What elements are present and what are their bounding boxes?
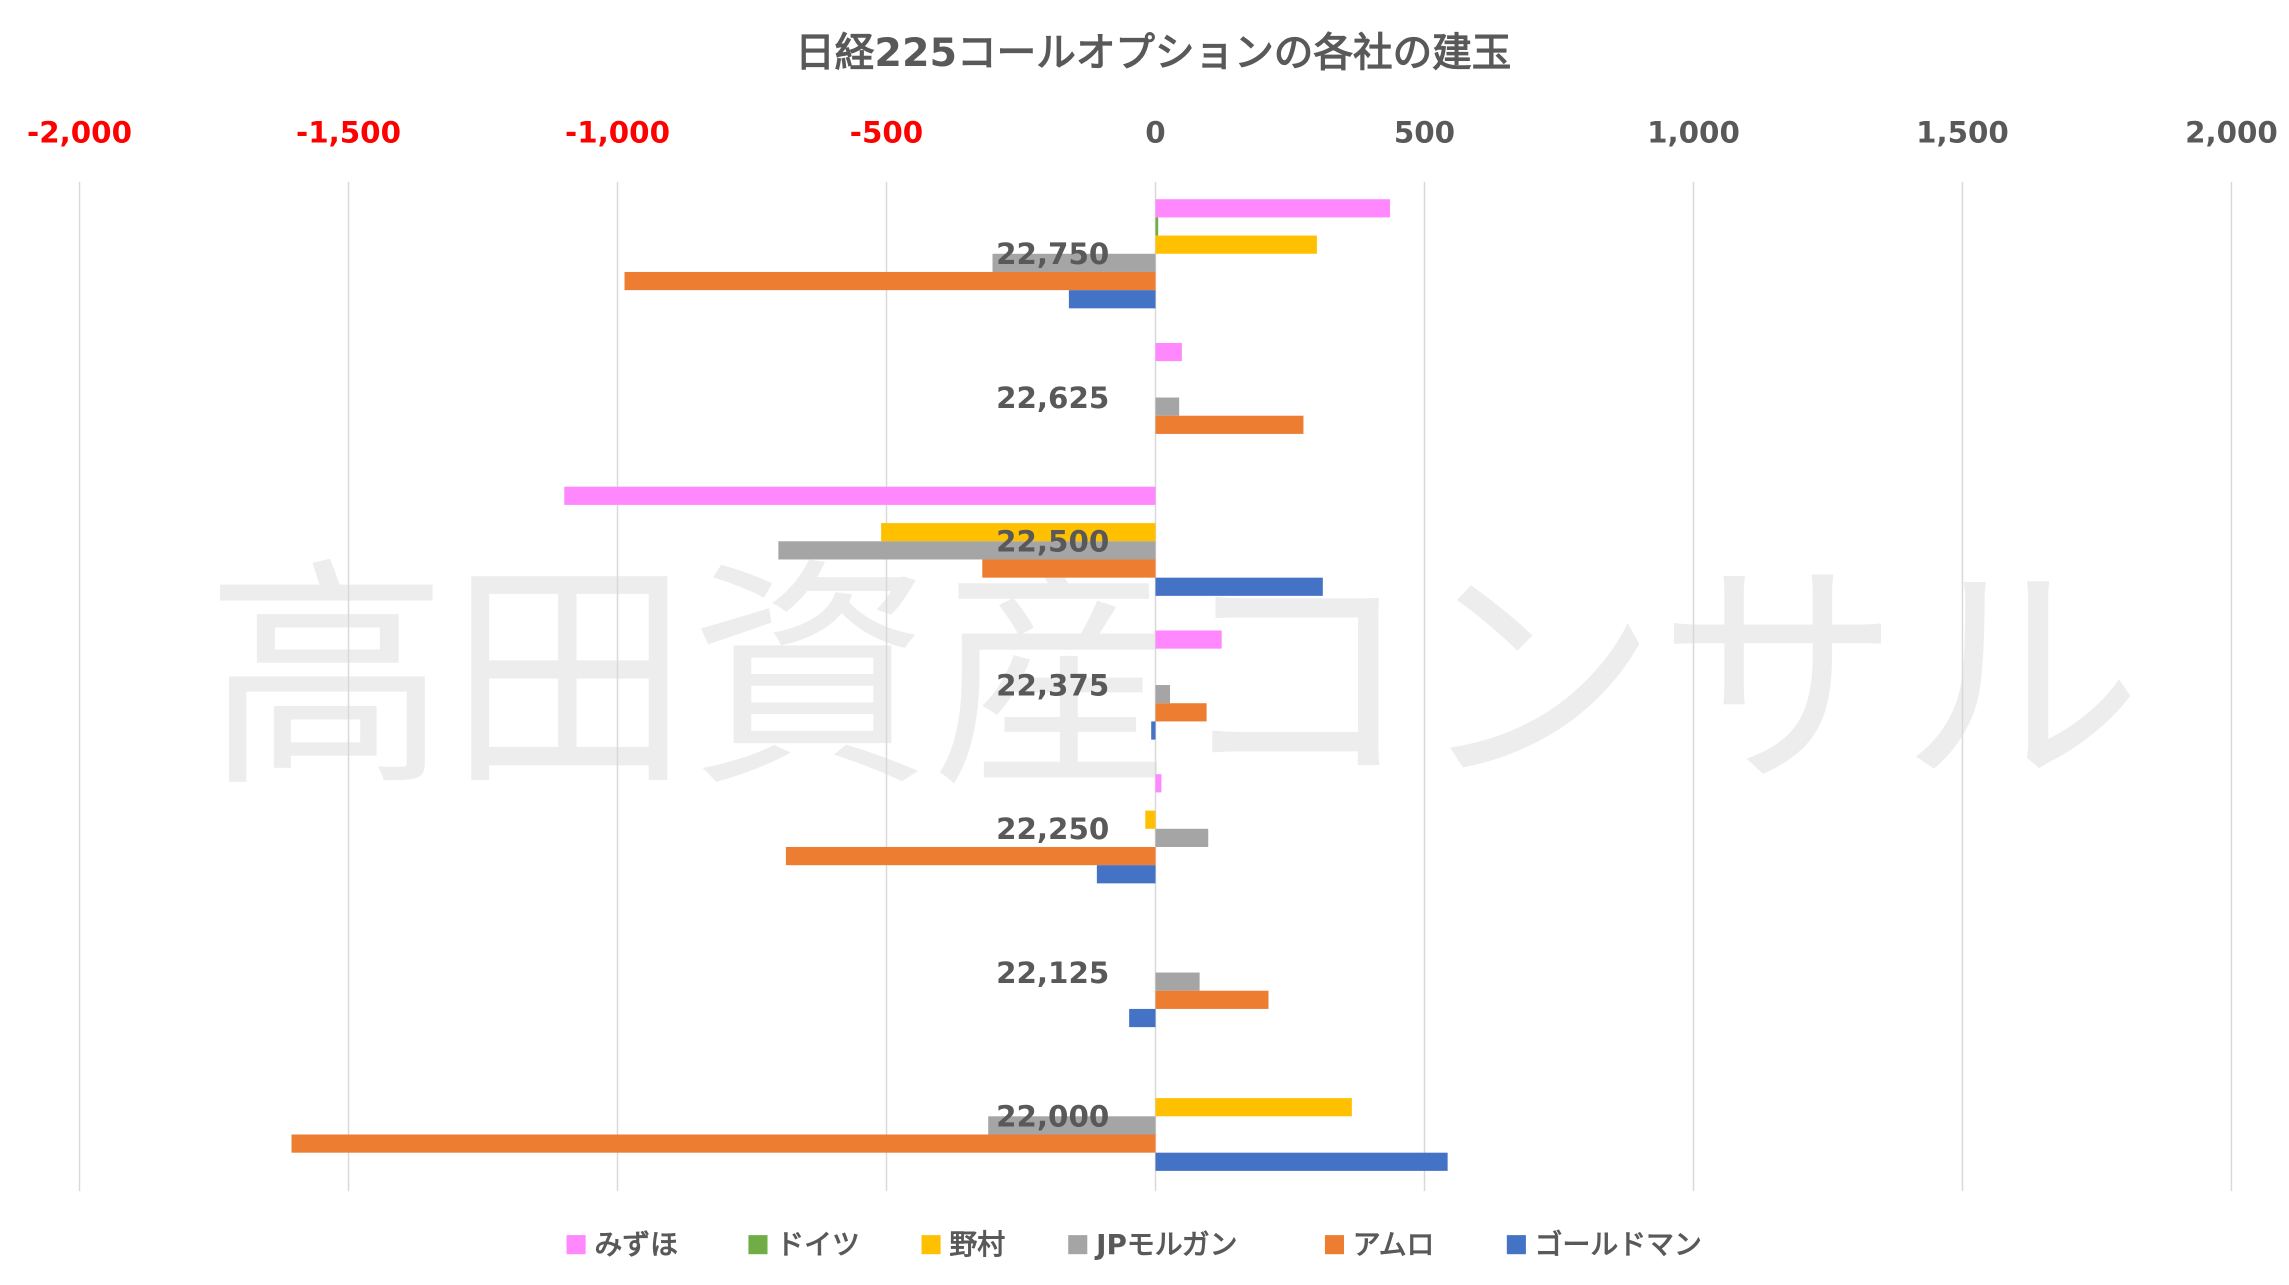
legend-swatch [1068, 1235, 1088, 1255]
legend-item: みずほ [566, 1228, 678, 1261]
bar [624, 271, 1156, 291]
category-label: 22,625 [996, 381, 1109, 415]
x-tick-label: -2,000 [27, 115, 132, 149]
category-label: 22,750 [996, 237, 1109, 271]
x-tick-label: 0 [1145, 115, 1165, 149]
x-tick-label: 500 [1394, 115, 1455, 149]
bar [778, 541, 1156, 560]
legend-label: ドイツ [776, 1228, 860, 1261]
legend-swatch [1506, 1235, 1526, 1255]
legend-label: ゴールドマン [1535, 1228, 1702, 1261]
bar [1155, 828, 1209, 847]
category-label: 22,250 [996, 812, 1109, 846]
category-labels: 22,750 22,625 22,500 22,375 22,250 22,125 22,0… [996, 237, 1109, 1134]
bar [1155, 342, 1182, 362]
bar [1155, 630, 1222, 649]
legend-swatch [566, 1235, 586, 1255]
bar [1096, 865, 1156, 884]
category-label: 22,500 [996, 525, 1109, 559]
bar [881, 523, 1156, 542]
x-axis-ticks: -2,000 -1,500 -1,000 -500 0 500 1,000 1,500 2,00… [27, 115, 2278, 149]
category-label: 22,375 [996, 668, 1109, 702]
bar [1155, 235, 1317, 254]
bar [1155, 397, 1180, 416]
category-label: 22,000 [996, 1100, 1109, 1134]
bar [992, 253, 1156, 272]
x-tick-label: -1,000 [565, 115, 670, 149]
legend-item: 野村 [921, 1228, 1005, 1261]
gridlines [78, 181, 2233, 1192]
bar [1155, 703, 1207, 722]
legend-label: JPモルガン [1094, 1228, 1237, 1261]
bar [1155, 685, 1171, 704]
bar [564, 486, 1156, 505]
chart-title: 日経225コールオプションの各社の建玉 [795, 30, 1511, 76]
bar [1155, 990, 1269, 1009]
bar [1145, 810, 1156, 829]
x-tick-label: 1,500 [1916, 115, 2009, 149]
bar [291, 1134, 1156, 1153]
bar [1155, 1152, 1448, 1171]
bar [988, 1116, 1156, 1135]
x-tick-label: 1,000 [1647, 115, 1740, 149]
legend-label: みずほ [594, 1228, 678, 1261]
legend-label: アムロ [1353, 1228, 1435, 1261]
bar [1155, 415, 1304, 434]
legend-item: JPモルガン [1068, 1228, 1237, 1261]
legend-item: アムロ [1324, 1228, 1435, 1261]
bar [785, 846, 1156, 866]
legend-swatch [921, 1235, 941, 1255]
bar [1155, 217, 1159, 236]
x-tick-label: -1,500 [296, 115, 401, 149]
bar [1155, 972, 1200, 991]
bar [1129, 1008, 1156, 1028]
bar [1151, 721, 1156, 740]
bar [1155, 199, 1391, 218]
bar [1155, 1098, 1352, 1117]
legend-swatch [1324, 1235, 1344, 1255]
legend-item: ゴールドマン [1506, 1228, 1702, 1261]
legend-swatch [748, 1235, 768, 1255]
category-label: 22,125 [996, 956, 1109, 990]
legend: みずほ ドイツ 野村 JPモルガン アムロ ゴールドマン [566, 1228, 1702, 1261]
bar [1155, 577, 1323, 596]
x-tick-label: -500 [850, 115, 923, 149]
legend-item: ドイツ [748, 1228, 860, 1261]
bars [291, 199, 1448, 1171]
bar [1068, 290, 1156, 309]
bar [1155, 774, 1162, 793]
legend-label: 野村 [949, 1228, 1005, 1261]
x-tick-label: 2,000 [2185, 115, 2278, 149]
bar [982, 559, 1156, 578]
